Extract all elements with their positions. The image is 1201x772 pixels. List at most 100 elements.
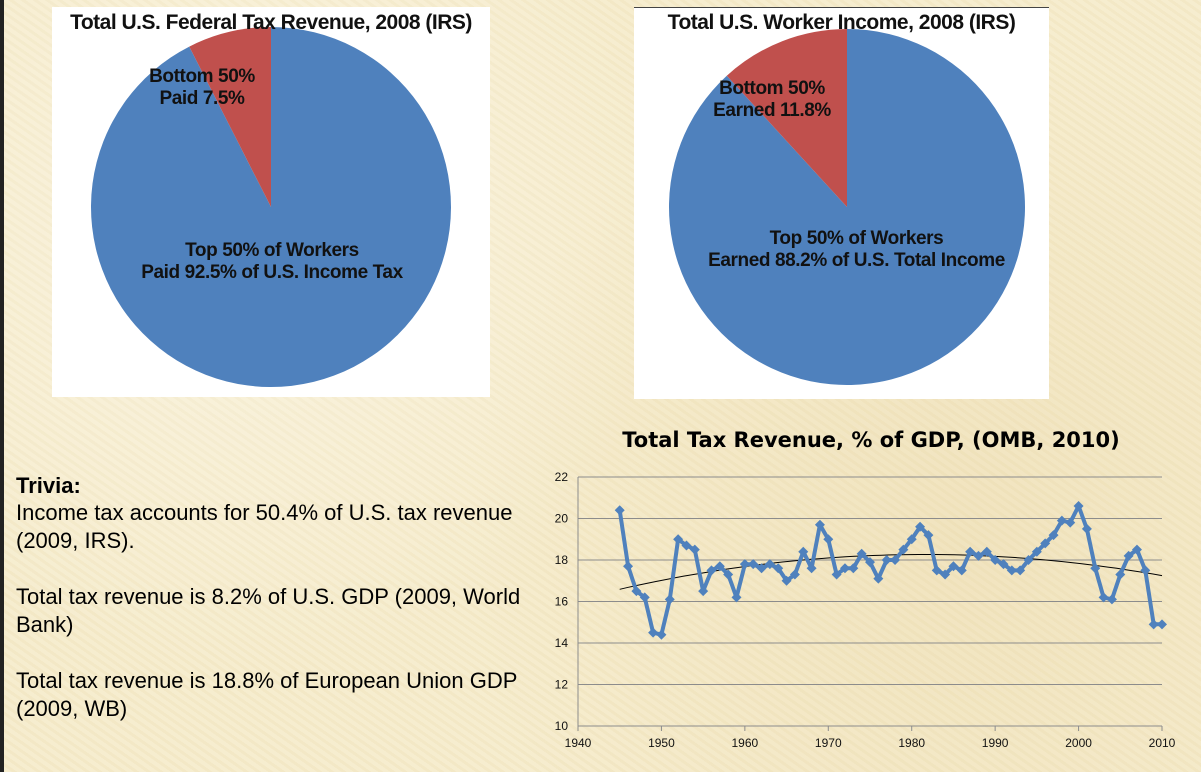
data-point-1971: [831, 569, 842, 580]
data-point-1999: [1065, 517, 1076, 528]
data-point-1967: [798, 546, 809, 557]
data-point-1990: [990, 555, 1001, 565]
x-tick-label: 1950: [648, 736, 675, 750]
data-point-1998: [1056, 515, 1067, 526]
pie-chart-federal-tax-revenue: Total U.S. Federal Tax Revenue, 2008 (IR…: [52, 7, 490, 397]
data-point-1985: [948, 561, 959, 572]
pie-chart-worker-income: Total U.S. Worker Income, 2008 (IRS) Bot…: [634, 7, 1049, 399]
pie-label-top-line1: Top 50% of Workers: [769, 228, 944, 249]
data-point-1957: [714, 561, 725, 572]
data-point-1993: [1015, 565, 1026, 576]
top-border-line: [634, 7, 1049, 8]
data-point-1996: [1040, 538, 1051, 549]
y-tick-label: 18: [555, 553, 569, 567]
x-tick-label: 1960: [732, 736, 759, 750]
data-point-1968: [806, 563, 817, 574]
data-point-1978: [890, 555, 901, 565]
data-point-1994: [1023, 555, 1034, 565]
pie-chart-title: Total U.S. Federal Tax Revenue, 2008 (IR…: [70, 11, 472, 34]
line-chart-tax-revenue-gdp: 10 12 14 16 18 20 22 1940 1950 1960 1970 1980 1990 20…: [555, 470, 1176, 750]
data-point-1948: [639, 592, 650, 603]
data-point-1986: [956, 565, 967, 576]
grid-layer: [577, 476, 1163, 731]
data-point-1951: [664, 594, 675, 605]
pie-label-bottom-50: Bottom 50% Paid 7.5%: [122, 66, 282, 110]
line-chart-title: Total Tax Revenue, % of GDP, (OMB, 2010): [622, 428, 1120, 452]
y-tick-label: 20: [555, 512, 569, 526]
data-point-2010: [1157, 619, 1167, 630]
y-tick-label: 10: [555, 719, 569, 733]
pie-label-top-line1: Top 50% of Workers: [185, 240, 359, 261]
data-point-1960: [739, 559, 750, 570]
data-point-2003: [1098, 592, 1109, 603]
data-markers-layer: [614, 501, 1167, 640]
trivia-fact-2: Total tax revenue is 8.2% of U.S. GDP (2…: [16, 584, 521, 637]
pie-label-top-line2: Paid 92.5% of U.S. Income Tax: [141, 262, 403, 283]
data-point-2009: [1148, 619, 1159, 630]
data-point-1981: [915, 521, 926, 532]
data-point-1984: [940, 569, 951, 580]
data-point-1956: [706, 565, 717, 576]
data-point-1977: [881, 555, 892, 565]
data-point-1954: [689, 544, 700, 555]
data-point-1976: [873, 573, 884, 584]
pie-label-top-50: Top 50% of Workers Earned 88.2% of U.S. …: [664, 228, 1049, 272]
x-tick-label: 1970: [815, 736, 842, 750]
data-point-1982: [923, 530, 934, 541]
x-tick-label: 2010: [1149, 736, 1176, 750]
y-tick-label: 16: [555, 595, 569, 609]
pie-slice-top-50: [90, 27, 451, 387]
data-point-1955: [698, 586, 709, 597]
x-tick-label: 1940: [565, 736, 592, 750]
data-point-1970: [823, 534, 834, 545]
data-point-1964: [773, 563, 784, 574]
tick-labels-layer: 10 12 14 16 18 20 22 1940 1950 1960 1970 1980 1990 20…: [555, 470, 1176, 750]
data-point-2000: [1073, 501, 1084, 512]
y-tick-label: 12: [555, 678, 569, 692]
data-point-1963: [764, 559, 775, 570]
pie-slice-bottom-50: [726, 29, 847, 207]
data-point-2001: [1081, 523, 1092, 534]
data-point-1972: [839, 563, 850, 574]
data-point-1979: [898, 544, 909, 555]
data-point-1947: [631, 586, 642, 597]
data-point-1980: [906, 534, 917, 545]
pie-chart-title: Total U.S. Worker Income, 2008 (IRS): [667, 11, 1016, 34]
data-point-1961: [748, 559, 759, 570]
trivia-heading: Trivia:: [16, 473, 81, 498]
data-point-1949: [648, 627, 659, 638]
data-point-1966: [789, 569, 800, 580]
pie-label-bottom-line2: Earned 11.8%: [713, 100, 831, 121]
pie-label-top-50: Top 50% of Workers Paid 92.5% of U.S. In…: [92, 240, 452, 284]
data-point-1953: [681, 540, 692, 551]
data-point-2008: [1140, 565, 1151, 576]
pie-chart-svg: [669, 29, 1025, 385]
data-point-1987: [965, 546, 976, 557]
pie-label-bottom-line1: Bottom 50%: [149, 66, 255, 87]
pie-chart-svg: [90, 27, 451, 387]
y-tick-label: 14: [555, 636, 569, 650]
data-point-1959: [731, 592, 742, 603]
series-line: [617, 504, 1162, 637]
data-point-1989: [981, 546, 992, 557]
x-tick-label: 1980: [898, 736, 925, 750]
data-point-2007: [1131, 544, 1142, 555]
data-point-1988: [973, 550, 984, 561]
data-point-2006: [1123, 550, 1134, 561]
data-point-1975: [865, 557, 875, 568]
data-point-1945: [614, 505, 625, 516]
data-point-1965: [781, 575, 792, 586]
data-point-1973: [848, 563, 859, 574]
data-point-2005: [1115, 569, 1126, 580]
data-point-1950: [656, 629, 667, 640]
trivia-fact-1: Income tax accounts for 50.4% of U.S. ta…: [16, 500, 513, 553]
pie-label-bottom-line1: Bottom 50%: [719, 78, 825, 99]
data-point-1962: [756, 563, 767, 574]
data-point-2002: [1090, 563, 1101, 574]
trivia-fact-3: Total tax revenue is 18.8% of European U…: [16, 668, 518, 721]
pie-label-top-line2: Earned 88.2% of U.S. Total Income: [708, 250, 1005, 271]
data-point-1995: [1031, 546, 1042, 557]
data-point-1952: [673, 534, 684, 545]
pie-label-bottom-line2: Paid 7.5%: [159, 88, 245, 109]
data-point-1983: [931, 565, 942, 576]
